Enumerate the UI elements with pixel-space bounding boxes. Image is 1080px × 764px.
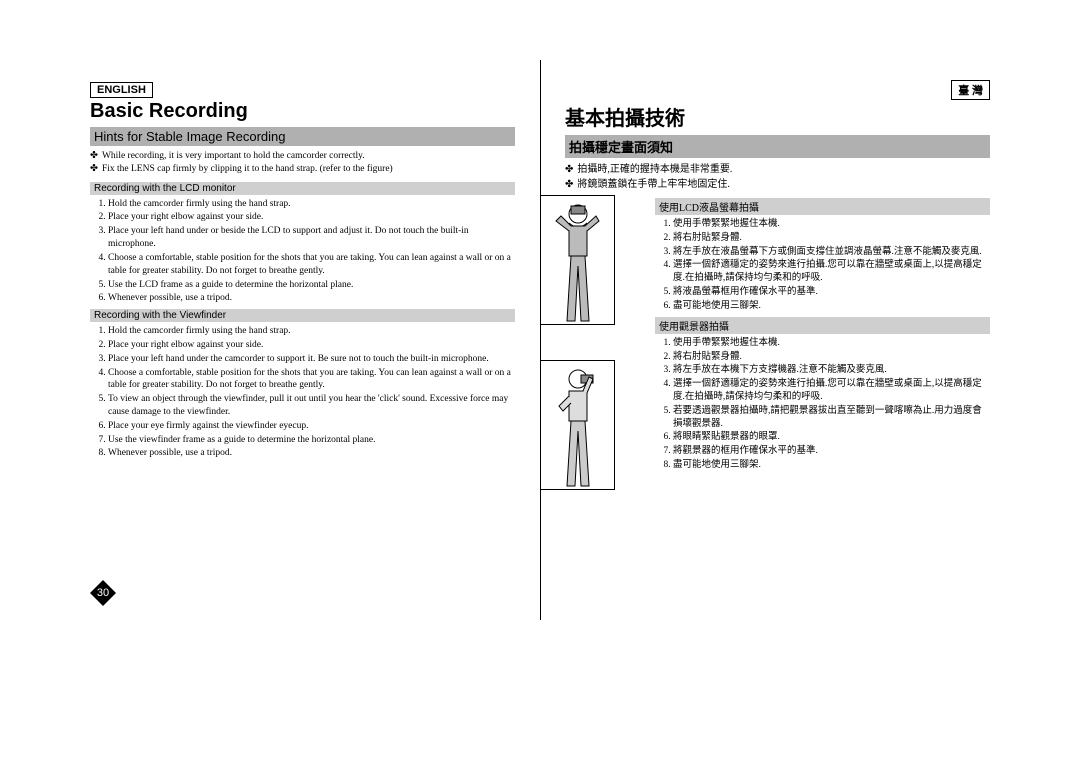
title-cn: 基本拍攝技術 — [565, 102, 990, 131]
intro-bullets-en: While recording, it is very important to… — [90, 150, 515, 176]
section-heading-cn: 拍攝穩定畫面須知 — [565, 135, 990, 158]
step-item: 使用手帶緊緊地握住本機. — [673, 218, 990, 231]
section-heading-en: Hints for Stable Image Recording — [90, 127, 515, 146]
bullet-item: Fix the LENS cap firmly by clipping it t… — [90, 163, 515, 176]
step-item: Whenever possible, use a tripod. — [108, 447, 515, 460]
person-vf-icon — [541, 361, 616, 491]
step-item: Use the LCD frame as a guide to determin… — [108, 279, 515, 292]
subheading-vf-en: Recording with the Viewfinder — [90, 309, 515, 322]
steps-vf-en: Hold the camcorder firmly using the hand… — [90, 325, 515, 460]
right-column: 臺 灣 基本拍攝技術 拍攝穩定畫面須知 拍攝時,正確的握持本機是非常重要. 將鏡… — [540, 80, 990, 600]
step-item: Place your left hand under or beside the… — [108, 225, 515, 251]
step-item: Choose a comfortable, stable position fo… — [108, 252, 515, 278]
step-item: 將右肘貼緊身體. — [673, 232, 990, 245]
step-item: Place your eye firmly against the viewfi… — [108, 420, 515, 433]
lang-label-tw: 臺 灣 — [951, 80, 990, 100]
title-en: Basic Recording — [90, 100, 515, 123]
steps-vf-cn: 使用手帶緊緊地握住本機. 將右肘貼緊身體. 將左手放在本機下方支撐機器.注意不能… — [655, 337, 990, 472]
step-item: To view an object through the viewfinder… — [108, 393, 515, 419]
subheading-lcd-en: Recording with the LCD monitor — [90, 182, 515, 195]
step-item: 盡可能地使用三腳架. — [673, 459, 990, 472]
step-item: Hold the camcorder firmly using the hand… — [108, 198, 515, 211]
lang-label-en: ENGLISH — [90, 82, 153, 98]
figure-lcd-pose — [540, 195, 615, 325]
step-item: 將眼睛緊貼觀景器的眼罩. — [673, 431, 990, 444]
step-item: Place your left hand under the camcorder… — [108, 353, 515, 366]
step-item: 若要透過觀景器拍攝時,請把觀景器拔出直至聽到一聲喀嚓為止.用力過度會損壞觀景器. — [673, 405, 990, 431]
step-item: Use the viewfinder frame as a guide to d… — [108, 434, 515, 447]
subheading-vf-cn: 使用觀景器拍攝 — [655, 317, 990, 334]
content-area: ENGLISH Basic Recording Hints for Stable… — [90, 80, 990, 600]
step-item: 將左手放在本機下方支撐機器.注意不能觸及麥克風. — [673, 364, 990, 377]
step-item: Place your right elbow against your side… — [108, 211, 515, 224]
manual-page: ENGLISH Basic Recording Hints for Stable… — [0, 0, 1080, 764]
step-item: 選擇一個舒適穩定的姿勢來進行拍攝.您可以靠在牆壁或桌面上,以提高穩定度.在拍攝時… — [673, 378, 990, 404]
bullet-item: While recording, it is very important to… — [90, 150, 515, 163]
intro-bullets-cn: 拍攝時,正確的握持本機是非常重要. 將鏡頭蓋鎖在手帶上牢牢地固定住. — [565, 162, 990, 192]
step-item: 使用手帶緊緊地握住本機. — [673, 337, 990, 350]
bullet-item: 拍攝時,正確的握持本機是非常重要. — [565, 162, 990, 177]
step-item: 將觀景器的框用作確保水平的基準. — [673, 445, 990, 458]
step-item: Hold the camcorder firmly using the hand… — [108, 325, 515, 338]
right-text-block: 使用LCD液晶螢幕拍攝 使用手帶緊緊地握住本機. 將右肘貼緊身體. 將左手放在液… — [655, 198, 990, 472]
person-lcd-icon — [541, 196, 616, 326]
figure-viewfinder-pose — [540, 360, 615, 490]
step-item: 將右肘貼緊身體. — [673, 351, 990, 364]
steps-lcd-cn: 使用手帶緊緊地握住本機. 將右肘貼緊身體. 將左手放在液晶螢幕下方或側面支撐住並… — [655, 218, 990, 313]
step-item: 將左手放在液晶螢幕下方或側面支撐住並調液晶螢幕.注意不能觸及麥克風. — [673, 246, 990, 259]
bullet-item: 將鏡頭蓋鎖在手帶上牢牢地固定住. — [565, 177, 990, 192]
step-item: 選擇一個舒適穩定的姿勢來進行拍攝.您可以靠在牆壁或桌面上,以提高穩定度.在拍攝時… — [673, 259, 990, 285]
step-item: Whenever possible, use a tripod. — [108, 292, 515, 305]
step-item: Choose a comfortable, stable position fo… — [108, 367, 515, 393]
step-item: 盡可能地使用三腳架. — [673, 300, 990, 313]
step-item: Place your right elbow against your side… — [108, 339, 515, 352]
steps-lcd-en: Hold the camcorder firmly using the hand… — [90, 198, 515, 306]
step-item: 將液晶螢幕框用作確保水平的基準. — [673, 286, 990, 299]
left-column: ENGLISH Basic Recording Hints for Stable… — [90, 80, 540, 600]
subheading-lcd-cn: 使用LCD液晶螢幕拍攝 — [655, 198, 990, 215]
